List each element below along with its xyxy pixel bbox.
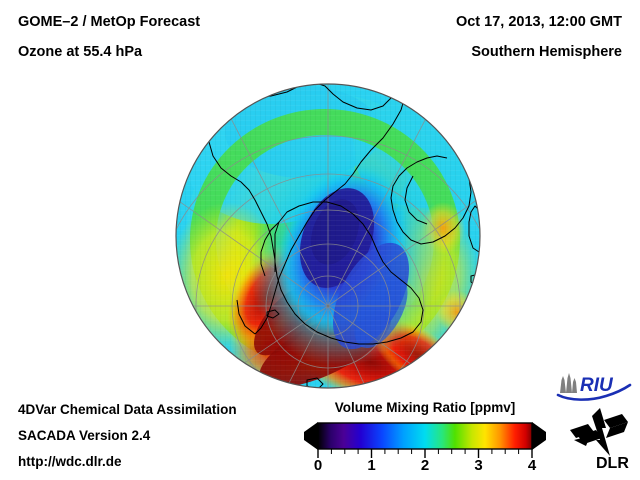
colorbar-gradient — [318, 423, 532, 449]
dlr-mark-icon — [570, 408, 628, 456]
dlr-logo: DLR — [566, 406, 630, 477]
colorbar-title: Volume Mixing Ratio [ppmv] — [334, 400, 516, 415]
coastline-small-island-south — [306, 377, 324, 388]
footer-url[interactable]: http://wdc.dlr.de — [18, 454, 122, 469]
colorbar-tick-3: 3 — [474, 457, 482, 470]
colorbar-minor-ticks — [330, 449, 520, 454]
globe-map — [175, 80, 487, 392]
page-title: GOME–2 / MetOp Forecast — [18, 14, 201, 30]
riu-logo: RIU — [556, 371, 632, 406]
region-label: Southern Hemisphere — [471, 44, 622, 60]
footer-method: 4DVar Chemical Data Assimilation — [18, 402, 237, 417]
colorbar-tick-0: 0 — [314, 457, 322, 470]
colorbar: Volume Mixing Ratio [ppmv] — [300, 400, 550, 470]
coastline-antarctica — [260, 201, 424, 345]
riu-wave-icon — [556, 383, 632, 401]
colorbar-tick-labels: 0 1 2 3 4 — [314, 457, 537, 470]
riu-tower-icon — [560, 373, 577, 393]
colorbar-tick-1: 1 — [367, 457, 375, 470]
colorbar-extend-max-arrow — [532, 422, 546, 450]
coastline-falklands — [266, 309, 280, 319]
riu-logo-text: RIU — [580, 375, 614, 396]
coastline-new-zealand — [226, 377, 264, 388]
globe-outline — [175, 83, 481, 389]
coastline-south-america — [198, 84, 406, 335]
dlr-logo-text: DLR — [596, 455, 629, 472]
datetime-label: Oct 17, 2013, 12:00 GMT — [455, 14, 622, 30]
page-subtitle: Ozone at 55.4 hPa — [18, 44, 143, 60]
colorbar-extend-min-arrow — [304, 422, 318, 450]
south-pole-marker — [326, 304, 330, 308]
coastline-madagascar — [468, 205, 480, 253]
colorbar-major-ticks — [317, 449, 533, 458]
globe-data-field — [176, 84, 480, 388]
footer-version: SACADA Version 2.4 — [18, 428, 151, 443]
coastlines — [198, 84, 480, 388]
colorbar-tick-4: 4 — [528, 457, 537, 470]
colorbar-tick-2: 2 — [421, 457, 429, 470]
